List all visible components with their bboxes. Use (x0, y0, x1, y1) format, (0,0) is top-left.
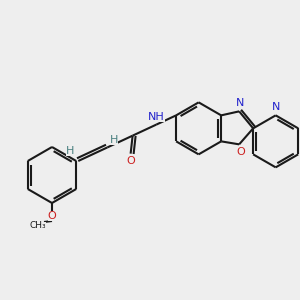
Text: O: O (126, 156, 135, 166)
Text: O: O (237, 147, 245, 158)
Text: O: O (48, 211, 56, 221)
Text: N: N (236, 98, 244, 108)
Text: H: H (110, 136, 118, 146)
Text: CH₃: CH₃ (30, 221, 46, 230)
Text: N: N (272, 102, 280, 112)
Text: NH: NH (148, 112, 165, 122)
Text: H: H (66, 146, 74, 156)
